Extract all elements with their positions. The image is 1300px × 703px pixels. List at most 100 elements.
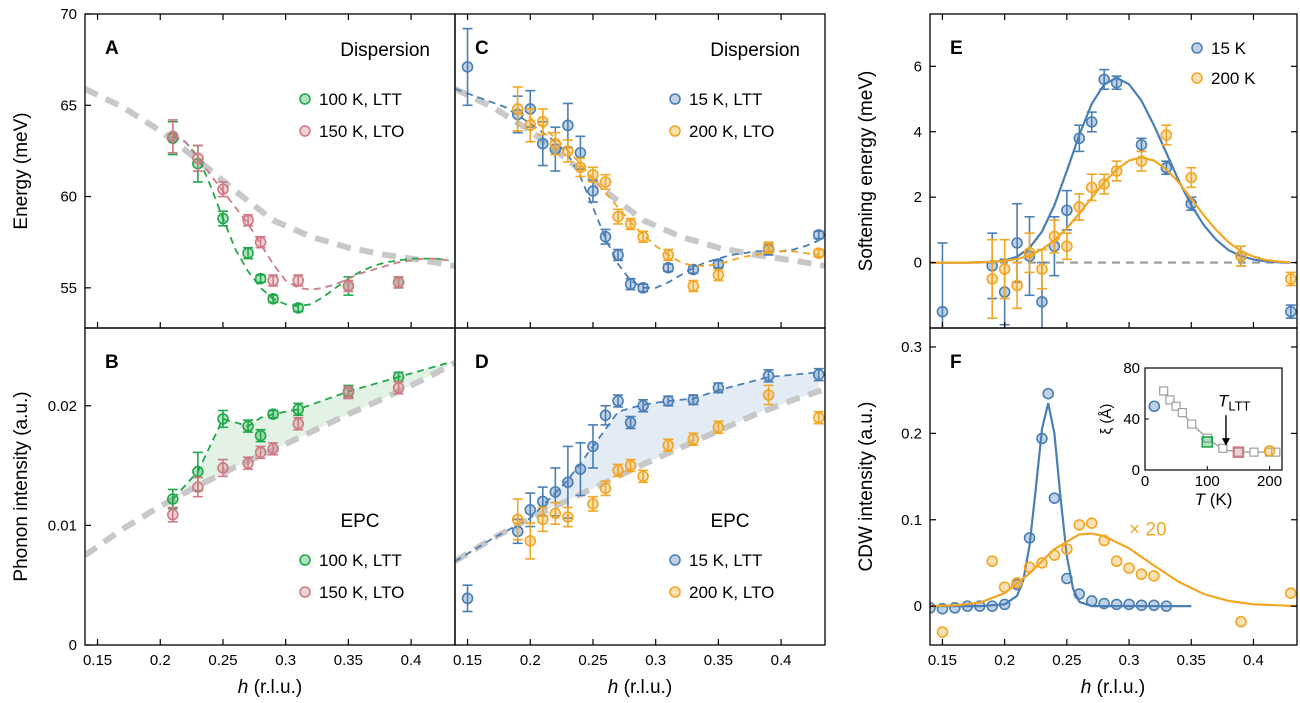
plot-area (930, 387, 1297, 638)
data-point (762, 241, 775, 254)
plot-area (455, 367, 825, 613)
epc-annotation: EPC (710, 511, 749, 532)
data-point (342, 280, 355, 292)
data-point (574, 161, 587, 174)
legend-marker (669, 586, 681, 598)
data-point (812, 229, 825, 241)
data-point (549, 486, 562, 498)
legend-marker (299, 586, 311, 598)
fit-line (172, 361, 449, 500)
data-point (511, 103, 524, 115)
data-point (166, 508, 179, 521)
inset-data-point (1187, 419, 1197, 429)
data-point (612, 464, 624, 477)
x-tick-label: 0.25 (578, 652, 607, 669)
series-orange (511, 86, 825, 293)
inset-x-axis-label: T (K) (1195, 490, 1233, 509)
plot-area (85, 360, 455, 558)
data-point (524, 119, 537, 132)
series-pink (166, 119, 449, 293)
data-point (1073, 588, 1086, 600)
plot-frame (454, 327, 826, 646)
y-tick-label: 0.3 (901, 339, 922, 356)
series-green (166, 120, 449, 314)
x-tick-label: 0.3 (1119, 652, 1140, 669)
legend-marker (669, 93, 681, 105)
series-orange (511, 384, 825, 560)
data-point (242, 457, 254, 469)
transition-arrowhead (1221, 438, 1230, 446)
legend-label: 100 K, LTT (319, 551, 402, 570)
epc-shaded-region (455, 372, 819, 562)
inset-data-point (1165, 395, 1175, 405)
panel-A: 55 60 65 70 Energy (meV) A Dispersion 100 K, LT… (11, 6, 456, 329)
data-point (511, 513, 524, 526)
data-point (1011, 237, 1023, 249)
data-point (587, 185, 599, 197)
data-point (1061, 204, 1073, 217)
data-point (1023, 246, 1036, 259)
data-point (762, 370, 775, 382)
data-point (217, 413, 229, 425)
panel-title: Dispersion (710, 40, 800, 61)
inset-y-tick-label: 80 (1123, 360, 1140, 377)
data-point (1110, 598, 1123, 611)
inset-highlight-point (1232, 446, 1245, 458)
data-point (562, 145, 574, 157)
inset-data-point (1271, 447, 1281, 457)
data-point (1085, 595, 1098, 607)
data-point (637, 399, 649, 412)
data-point (1284, 273, 1297, 285)
data-point (624, 416, 637, 429)
data-point (292, 274, 305, 287)
series-blue (930, 68, 1297, 328)
inset-data-point (1177, 408, 1187, 418)
legend-label: 15 K (1211, 39, 1247, 58)
data-point (1048, 549, 1061, 561)
plot-area (455, 27, 825, 294)
data-point (1135, 155, 1148, 167)
data-point (812, 247, 825, 259)
data-point (1048, 492, 1061, 504)
fit-line (930, 76, 1291, 264)
data-point (612, 249, 624, 261)
fit-line (930, 402, 1192, 608)
data-point (1042, 387, 1054, 400)
data-point (687, 433, 700, 446)
data-point (1123, 562, 1135, 574)
legend-marker (299, 554, 311, 566)
fit-line (172, 135, 449, 308)
data-point (1235, 615, 1247, 628)
data-point (1048, 230, 1061, 243)
legend-marker (1191, 72, 1203, 84)
data-point (1085, 116, 1098, 128)
data-point (242, 247, 254, 259)
x-axis-label: h (r.l.u.) (608, 677, 672, 698)
series-pink (166, 381, 405, 523)
data-point (1123, 598, 1135, 611)
data-point (267, 274, 279, 287)
legend-marker (669, 125, 681, 137)
fit-line (930, 156, 1291, 264)
y-tick-label: 65 (60, 97, 77, 114)
data-point (687, 280, 700, 292)
data-point (1160, 129, 1173, 141)
legend-marker (669, 554, 681, 566)
x-axis-label: h (r.l.u.) (238, 677, 302, 698)
data-point (1098, 178, 1110, 190)
inset-plot: 0 100 200 0 40 80 ξ (Å) T (K) TLTT (1098, 360, 1283, 509)
data-point (392, 371, 405, 383)
y-tick-label: 0.02 (48, 398, 77, 415)
y-tick-label: 0 (914, 255, 922, 272)
inset-data-point (1202, 433, 1212, 443)
data-point (292, 302, 305, 314)
data-point (1023, 561, 1036, 574)
data-point (1135, 139, 1148, 151)
data-point (637, 470, 649, 483)
plot-frame (929, 327, 1298, 646)
data-point (536, 137, 549, 150)
panel-B: 0.15 0.2 0.25 0.3 0.35 0.4 0 0.01 0.02 Phonon int… (11, 327, 456, 669)
inset-data-point (1159, 386, 1169, 396)
y-axis-label: Energy (meV) (11, 112, 32, 229)
